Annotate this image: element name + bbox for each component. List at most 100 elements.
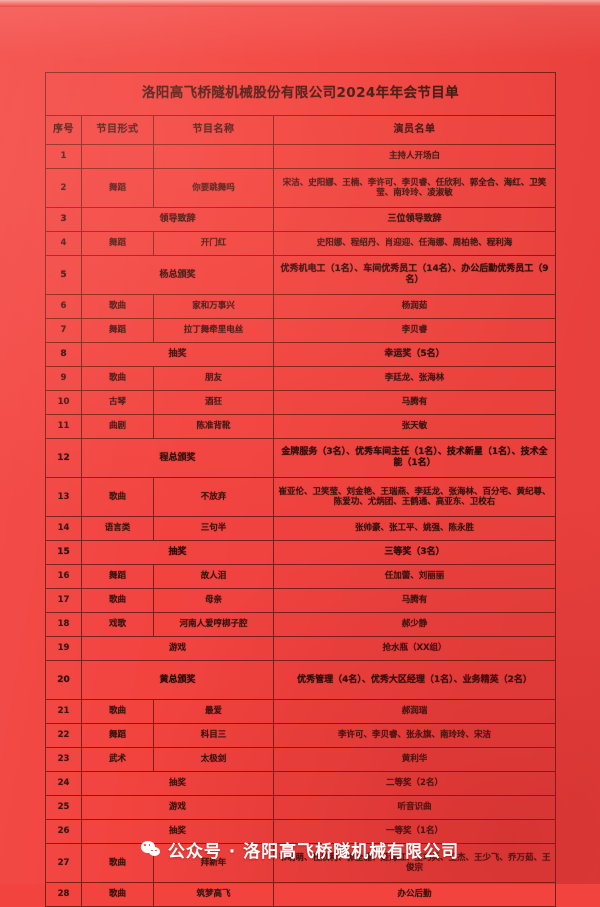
cell-performer-list: 崔亚伦、卫笑莹、刘金艳、王瑞燕、李廷龙、张海林、百分宅、黄纪尊、陈爱功、尤炳团、…: [273, 477, 556, 517]
cell-performer-list: 史阳娜、程绍丹、肖迎迎、任海娜、周柏艳、程利海: [273, 231, 556, 256]
cell-program-name: 酒狂: [153, 390, 274, 415]
cell-performer-list: 三位领导致辞: [273, 207, 556, 232]
cell-index: 24: [45, 771, 82, 796]
column-header-name: 节目名称: [153, 115, 274, 145]
cell-program-name: 河南人爱哼梆子腔: [153, 612, 274, 637]
cell-program-form: 抽奖: [81, 771, 274, 796]
table-head: 洛阳高飞桥隧机械股份有限公司2024年年会节目单 序号 节目形式 节目名称 演员…: [45, 72, 556, 145]
table-row: 6 歌曲 家和万事兴 杨润茹: [45, 294, 556, 319]
cell-performer-list: 三等奖（3名）: [273, 540, 556, 565]
cell-program-form: [81, 144, 154, 169]
table-body: 1 主持人开场白 2 舞蹈 你要跳舞吗 宋洁、史阳娜、王楠、李许可、李贝睿、任欣利、郭全合…: [45, 144, 556, 907]
table-row: 28 歌曲 筑梦高飞 办公后勤: [45, 882, 556, 907]
cell-program-name: 开门红: [153, 231, 274, 256]
cell-program-name: [153, 144, 274, 169]
table-row: 14 语言类 三句半 张帅豪、张工平、姚强、陈永胜: [45, 516, 556, 541]
table-row: 23 武术 太极剑 黄利华: [45, 747, 556, 772]
page-title: 洛阳高飞桥隧机械股份有限公司2024年年会节目单: [45, 72, 556, 116]
cell-program-form: 武术: [81, 747, 154, 772]
cell-performer-list: 听音识曲: [273, 795, 556, 820]
cell-performer-list: 马腾有: [273, 390, 556, 415]
cell-program-form: 语言类: [81, 516, 154, 541]
cell-performer-list: 黄利华: [273, 747, 556, 772]
cell-program-form: 歌曲: [81, 882, 154, 907]
table-row: 18 戏歌 河南人爱哼梆子腔 郝少静: [45, 612, 556, 637]
cell-performer-list: 李贝睿: [273, 318, 556, 343]
cell-index: 20: [45, 660, 82, 700]
cell-program-form: 杨总颁奖: [81, 255, 274, 295]
cell-program-form: 程总颁奖: [81, 438, 274, 478]
cell-program-form: 歌曲: [81, 843, 154, 883]
cell-performer-list: 郝少静: [273, 612, 556, 637]
table-row: 12 程总颁奖 金牌服务（3名）、优秀车间主任（1名）、技术新星（1名）、技术全能（…: [45, 438, 556, 478]
cell-index: 1: [45, 144, 82, 169]
cell-program-form: 抽奖: [81, 540, 274, 565]
cell-index: 28: [45, 882, 82, 907]
cell-index: 9: [45, 366, 82, 391]
cell-program-name: 科目三: [153, 723, 274, 748]
table-row: 11 曲剧 陈准背靴 张天敏: [45, 414, 556, 439]
cell-program-form: 歌曲: [81, 588, 154, 613]
cell-index: 5: [45, 255, 82, 295]
cell-performer-list: 李许可、李贝睿、张永旗、南玲玲、宋洁: [273, 723, 556, 748]
program-list-sheet: 洛阳高飞桥隧机械股份有限公司2024年年会节目单 序号 节目形式 节目名称 演员…: [45, 72, 556, 907]
cell-index: 15: [45, 540, 82, 565]
cell-index: 22: [45, 723, 82, 748]
table-row: 10 古琴 酒狂 马腾有: [45, 390, 556, 415]
cell-program-form: 舞蹈: [81, 168, 154, 208]
header-row: 序号 节目形式 节目名称 演员名单: [45, 115, 556, 145]
cell-program-form: 抽奖: [81, 342, 274, 367]
cell-index: 11: [45, 414, 82, 439]
cell-index: 17: [45, 588, 82, 613]
cell-performer-list: 主持人开场白: [273, 144, 556, 169]
table-row: 4 舞蹈 开门红 史阳娜、程绍丹、肖迎迎、任海娜、周柏艳、程利海: [45, 231, 556, 256]
wechat-icon: [140, 841, 161, 858]
cell-index: 4: [45, 231, 82, 256]
cell-performer-list: 杨润茹: [273, 294, 556, 319]
table-row: 20 黄总颁奖 优秀管理（4名）、优秀大区经理（1名）、业务精英（2名）: [45, 660, 556, 700]
cell-index: 14: [45, 516, 82, 541]
cell-program-form: 歌曲: [81, 294, 154, 319]
cell-performer-list: 优秀管理（4名）、优秀大区经理（1名）、业务精英（2名）: [273, 660, 556, 700]
cell-performer-list: 张帅豪、张工平、姚强、陈永胜: [273, 516, 556, 541]
cell-index: 12: [45, 438, 82, 478]
cell-index: 21: [45, 699, 82, 724]
cell-index: 26: [45, 819, 82, 844]
cell-performer-list: 马腾有: [273, 588, 556, 613]
table-row: 24 抽奖 二等奖（2名）: [45, 771, 556, 796]
table-row: 8 抽奖 幸运奖（5名）: [45, 342, 556, 367]
cell-program-form: 戏歌: [81, 612, 154, 637]
paper-top-edge: [0, 0, 600, 7]
table-row: 25 游戏 听音识曲: [45, 795, 556, 820]
cell-program-name: 陈准背靴: [153, 414, 274, 439]
cell-program-form: 黄总颁奖: [81, 660, 274, 700]
cell-performer-list: 张天敏: [273, 414, 556, 439]
table-row: 2 舞蹈 你要跳舞吗 宋洁、史阳娜、王楠、李许可、李贝睿、任欣利、郭全合、海红、卫笑莹…: [45, 168, 556, 208]
cell-program-form: 游戏: [81, 636, 274, 661]
cell-performer-list: 宋洁、史阳娜、王楠、李许可、李贝睿、任欣利、郭全合、海红、卫笑莹、南玲玲、凌淑敏: [273, 168, 556, 208]
table-row: 16 舞蹈 故人泪 任加蕾、刘丽丽: [45, 564, 556, 589]
cell-index: 19: [45, 636, 82, 661]
table-row: 13 歌曲 不放弃 崔亚伦、卫笑莹、刘金艳、王瑞燕、李廷龙、张海林、百分宅、黄纪尊、陈…: [45, 477, 556, 517]
cell-performer-list: 任加蕾、刘丽丽: [273, 564, 556, 589]
cell-program-name: 最爱: [153, 699, 274, 724]
cell-index: 3: [45, 207, 82, 232]
cell-performer-list: 抢水瓶（XX组）: [273, 636, 556, 661]
table-row: 1 主持人开场白: [45, 144, 556, 169]
cell-program-name: 故人泪: [153, 564, 274, 589]
cell-performer-list: 幸运奖（5名）: [273, 342, 556, 367]
cell-program-name: 筑梦高飞: [153, 882, 274, 907]
program-table: 洛阳高飞桥隧机械股份有限公司2024年年会节目单 序号 节目形式 节目名称 演员…: [45, 72, 556, 907]
table-row: 19 游戏 抢水瓶（XX组）: [45, 636, 556, 661]
watermark: 公众号 · 洛阳高飞桥隧机械有限公司: [0, 837, 600, 862]
title-row: 洛阳高飞桥隧机械股份有限公司2024年年会节目单: [45, 72, 556, 116]
cell-program-name: 太极剑: [153, 747, 274, 772]
cell-program-form: 曲剧: [81, 414, 154, 439]
cell-index: 2: [45, 168, 82, 208]
table-row: 15 抽奖 三等奖（3名）: [45, 540, 556, 565]
table-row: 17 歌曲 母亲 马腾有: [45, 588, 556, 613]
cell-program-form: 舞蹈: [81, 231, 154, 256]
cell-program-name: 你要跳舞吗: [153, 168, 274, 208]
cell-index: 16: [45, 564, 82, 589]
cell-index: 8: [45, 342, 82, 367]
